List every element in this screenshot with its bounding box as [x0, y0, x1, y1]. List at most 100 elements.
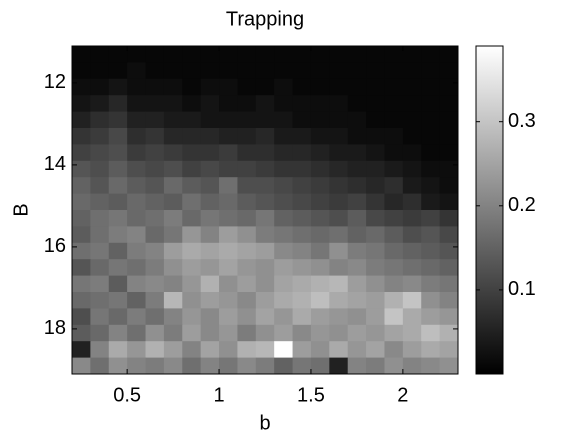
heatmap-cell — [127, 111, 147, 129]
heatmap-cell — [292, 324, 312, 342]
heatmap-cell — [421, 128, 441, 145]
heatmap-cell — [72, 177, 91, 195]
heatmap-cell — [274, 111, 294, 129]
heatmap-cell — [108, 210, 128, 227]
heatmap-cell — [292, 144, 312, 162]
heatmap-cell — [310, 78, 330, 96]
heatmap-cell — [145, 177, 165, 195]
heatmap-cell — [182, 357, 202, 375]
heatmap-cell — [310, 259, 330, 277]
heatmap-cell — [384, 177, 404, 195]
heatmap-cell — [200, 62, 220, 80]
heatmap-cell — [72, 95, 91, 113]
heatmap-cell — [255, 210, 275, 227]
heatmap-cell — [72, 128, 91, 145]
heatmap-cell — [182, 193, 202, 211]
heatmap-cell — [108, 193, 128, 211]
heatmap-cell — [127, 292, 147, 309]
heatmap-cell — [200, 128, 220, 145]
heatmap-cell — [292, 226, 312, 244]
heatmap-cell — [219, 177, 238, 195]
heatmap-cell — [274, 95, 294, 113]
heatmap-cell — [292, 341, 312, 359]
heatmap-cell — [402, 160, 422, 178]
heatmap-cell — [439, 193, 459, 211]
heatmap-cell — [219, 275, 238, 293]
heatmap-cell — [108, 144, 128, 162]
heatmap-cell — [274, 210, 294, 227]
heatmap-cell — [127, 160, 147, 178]
heatmap-cell — [310, 341, 330, 359]
heatmap-cell — [127, 308, 147, 326]
heatmap-cell — [384, 324, 404, 342]
heatmap-cell — [72, 210, 91, 227]
colorbar-tick-label: 0.2 — [508, 194, 536, 216]
heatmap-cell — [421, 144, 441, 162]
heatmap-cell — [255, 111, 275, 129]
heatmap-cell — [366, 78, 385, 96]
heatmap-cell — [219, 357, 238, 375]
x-tick-label: 0.5 — [113, 384, 141, 406]
heatmap-cell — [90, 259, 110, 277]
heatmap-cell — [237, 226, 257, 244]
heatmap-cell — [163, 275, 183, 293]
heatmap-cell — [219, 242, 238, 260]
heatmap-cell — [310, 193, 330, 211]
heatmap-cell — [219, 259, 238, 277]
heatmap-cell — [329, 259, 349, 277]
heatmap-cell — [329, 242, 349, 260]
heatmap-cell — [439, 144, 459, 162]
heatmap-cell — [237, 242, 257, 260]
heatmap-cell — [72, 275, 91, 293]
y-tick-label: 18 — [44, 317, 66, 339]
heatmap-cell — [145, 292, 165, 309]
heatmap-cell — [292, 275, 312, 293]
heatmap-cell — [274, 62, 294, 80]
heatmap-cell — [402, 210, 422, 227]
heatmap-cell — [219, 46, 238, 63]
heatmap-cell — [310, 144, 330, 162]
heatmap-cell — [274, 259, 294, 277]
heatmap-cell — [219, 78, 238, 96]
heatmap-cell — [384, 62, 404, 80]
heatmap-cell — [292, 95, 312, 113]
heatmap-cell — [274, 242, 294, 260]
heatmap-cell — [347, 78, 367, 96]
heatmap-cell — [402, 292, 422, 309]
heatmap-cell — [255, 292, 275, 309]
heatmap-cell — [145, 275, 165, 293]
heatmap-cell — [108, 259, 128, 277]
heatmap-cell — [127, 62, 147, 80]
heatmap-cell — [274, 193, 294, 211]
heatmap-cell — [439, 111, 459, 129]
heatmap-cell — [90, 46, 110, 63]
heatmap-cell — [347, 275, 367, 293]
heatmap-cell — [108, 128, 128, 145]
heatmap-cell — [72, 111, 91, 129]
heatmap-cell — [237, 308, 257, 326]
heatmap-cell — [274, 292, 294, 309]
heatmap-cell — [439, 341, 459, 359]
heatmap-cell — [255, 308, 275, 326]
heatmap-cell — [310, 275, 330, 293]
heatmap-cell — [384, 308, 404, 326]
heatmap-cell — [163, 292, 183, 309]
heatmap-cell — [219, 193, 238, 211]
heatmap-cell — [274, 308, 294, 326]
heatmap-cell — [255, 46, 275, 63]
heatmap-cell — [145, 259, 165, 277]
heatmap-cell — [108, 62, 128, 80]
heatmap-cell — [255, 341, 275, 359]
heatmap-cell — [292, 259, 312, 277]
heatmap-cell — [237, 259, 257, 277]
heatmap-cell — [292, 160, 312, 178]
heatmap-cell — [182, 160, 202, 178]
heatmap-cell — [108, 111, 128, 129]
heatmap-cell — [366, 160, 385, 178]
heatmap-cell — [255, 78, 275, 96]
heatmap-cell — [366, 177, 385, 195]
heatmap-cell — [329, 292, 349, 309]
heatmap-cell — [402, 62, 422, 80]
heatmap-cell — [72, 259, 91, 277]
heatmap-cell — [127, 357, 147, 375]
